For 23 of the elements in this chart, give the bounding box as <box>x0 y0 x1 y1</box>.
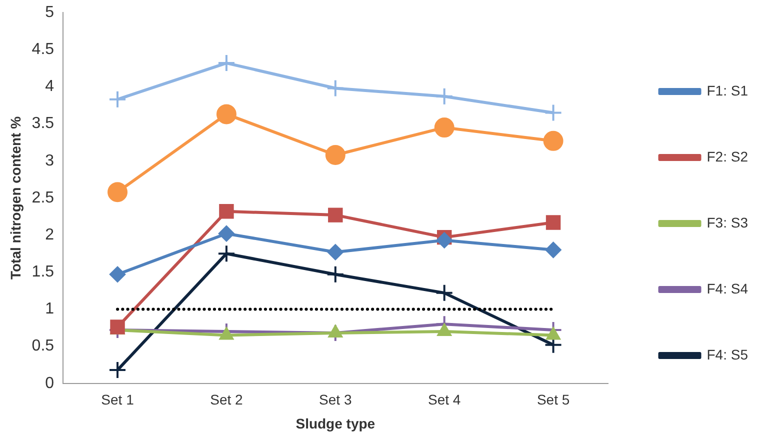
y-tick-label: 2 <box>45 226 54 244</box>
y-tick-label: 3.5 <box>32 115 54 132</box>
legend-label: F4: S5 <box>706 346 748 362</box>
x-tick-label: Set 5 <box>536 392 570 408</box>
y-tick-label: 3 <box>45 152 54 170</box>
legend-label: F2: S2 <box>706 148 748 164</box>
y-tick-label: 5 <box>45 4 54 22</box>
legend-label: F4: S4 <box>706 280 748 296</box>
y-tick-label: 1.5 <box>32 264 54 281</box>
x-tick-label: Set 3 <box>319 392 352 408</box>
legend-label: F1: S1 <box>706 82 748 98</box>
y-tick-label: 1 <box>45 300 54 318</box>
x-tick-label: Set 2 <box>210 392 244 408</box>
y-axis-title: Total nitrogen content % <box>7 116 24 280</box>
x-tick-label: Set 1 <box>101 392 134 408</box>
y-tick-label: 0.5 <box>32 338 54 355</box>
y-tick-label: 4 <box>45 78 54 96</box>
y-tick-label: 0 <box>45 374 54 392</box>
y-tick-label: 4.5 <box>32 41 54 58</box>
y-tick-label: 2.5 <box>32 189 54 206</box>
x-axis-title: Sludge type <box>296 415 376 432</box>
legend-label: F3: S3 <box>706 214 748 230</box>
x-tick-label: Set 4 <box>428 392 461 408</box>
